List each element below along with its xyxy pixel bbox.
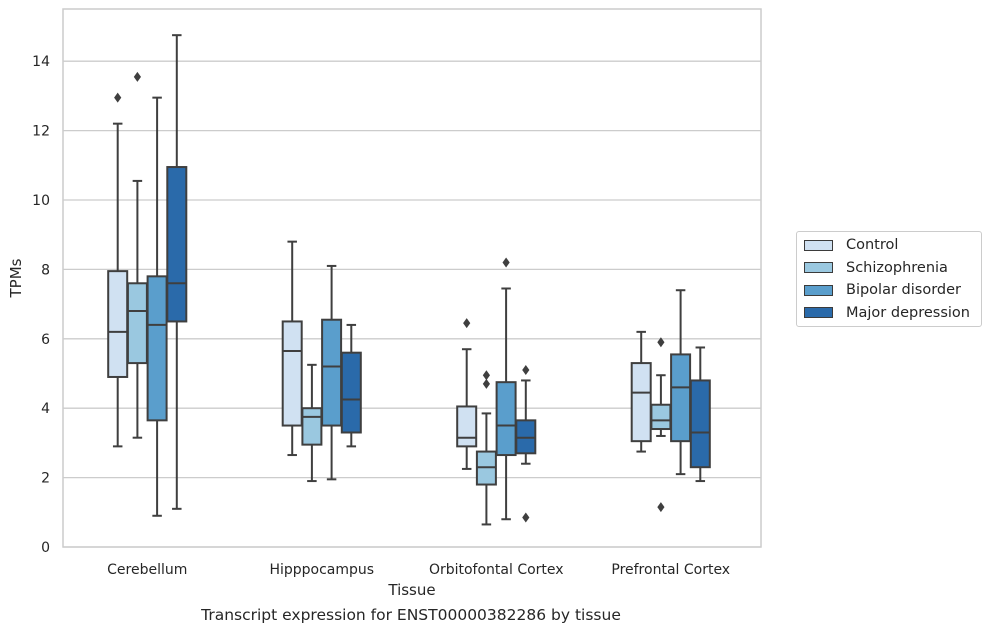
box-body — [166, 166, 188, 323]
box-body — [670, 353, 692, 443]
box-body — [495, 381, 517, 457]
figure-caption: Transcript expression for ENST0000038228… — [201, 606, 621, 624]
box-body — [689, 379, 711, 469]
box-body — [630, 362, 652, 443]
box-body — [301, 407, 323, 446]
box-body — [281, 320, 303, 427]
y-tick-label: 2 — [41, 471, 50, 487]
x-tick-label: Prefrontal Cortex — [611, 562, 730, 578]
outlier-point — [114, 92, 122, 103]
box-body — [126, 282, 148, 365]
y-tick-label: 0 — [41, 540, 50, 556]
box-major-depression-prefrontal-cortex — [689, 346, 711, 483]
box-schizophrenia-orbitofontal-cortex — [475, 370, 497, 526]
legend-item-major-depression: Major depression — [804, 303, 970, 323]
y-tick-label: 4 — [41, 401, 50, 417]
x-tick-label: Orbitofontal Cortex — [429, 562, 564, 578]
box-body — [321, 318, 343, 427]
y-tick-label: 14 — [32, 54, 50, 70]
outlier-point — [657, 337, 665, 348]
legend: Control Schizophrenia Bipolar disorder M… — [796, 231, 982, 327]
outlier-point — [133, 71, 141, 82]
outlier-point — [482, 370, 490, 381]
outlier-point — [463, 318, 471, 329]
legend-swatch-schizophrenia — [804, 262, 833, 273]
boxes — [107, 34, 711, 526]
legend-label-control: Control — [846, 237, 899, 253]
y-tick-label: 10 — [32, 193, 50, 209]
box-schizophrenia-hipppocampus — [301, 363, 323, 483]
legend-item-bipolar-disorder: Bipolar disorder — [804, 280, 961, 300]
box-bipolar-disorder-hipppocampus — [321, 264, 343, 481]
box-major-depression-hipppocampus — [340, 323, 362, 448]
legend-label-bipolar-disorder: Bipolar disorder — [846, 282, 961, 298]
outlier-point — [482, 378, 490, 389]
box-bipolar-disorder-cerebellum — [146, 96, 168, 517]
legend-swatch-control — [804, 239, 833, 251]
outlier-point — [522, 365, 530, 376]
box-control-orbitofontal-cortex — [456, 318, 478, 470]
box-body — [456, 405, 478, 448]
box-major-depression-orbitofontal-cortex — [515, 365, 537, 523]
box-control-prefrontal-cortex — [630, 330, 652, 453]
legend-swatch-major-depression — [804, 307, 833, 318]
legend-item-control: Control — [804, 235, 898, 255]
box-bipolar-disorder-orbitofontal-cortex — [495, 257, 517, 521]
plot-area-frame — [62, 8, 762, 548]
outlier-point — [657, 502, 665, 513]
y-tick-label: 6 — [41, 332, 50, 348]
box-body — [650, 403, 672, 431]
x-tick-label: Cerebellum — [107, 562, 187, 578]
x-tick-label: Hipppocampus — [269, 562, 374, 578]
box-schizophrenia-prefrontal-cortex — [650, 337, 672, 513]
box-control-hipppocampus — [281, 240, 303, 457]
box-schizophrenia-cerebellum — [126, 71, 148, 439]
box-bipolar-disorder-prefrontal-cortex — [670, 289, 692, 476]
legend-swatch-bipolar-disorder — [804, 284, 833, 296]
outlier-point — [502, 257, 510, 268]
x-axis-title: Tissue — [387, 581, 435, 599]
y-axis-ticks: 0 2 4 6 8 10 12 14 — [32, 54, 50, 556]
box-body — [146, 275, 168, 422]
box-major-depression-cerebellum — [166, 34, 188, 510]
y-tick-label: 8 — [41, 262, 50, 278]
box-body — [107, 270, 129, 378]
y-axis-title: TPMs — [7, 258, 25, 298]
legend-label-schizophrenia: Schizophrenia — [846, 259, 948, 276]
x-axis-ticks: Cerebellum Hipppocampus Orbitofontal Corte… — [107, 562, 730, 578]
y-tick-label: 12 — [32, 124, 50, 140]
outlier-point — [522, 512, 530, 523]
legend-item-schizophrenia: Schizophrenia — [804, 258, 948, 278]
legend-label-major-depression: Major depression — [846, 304, 970, 321]
box-body — [340, 351, 362, 434]
